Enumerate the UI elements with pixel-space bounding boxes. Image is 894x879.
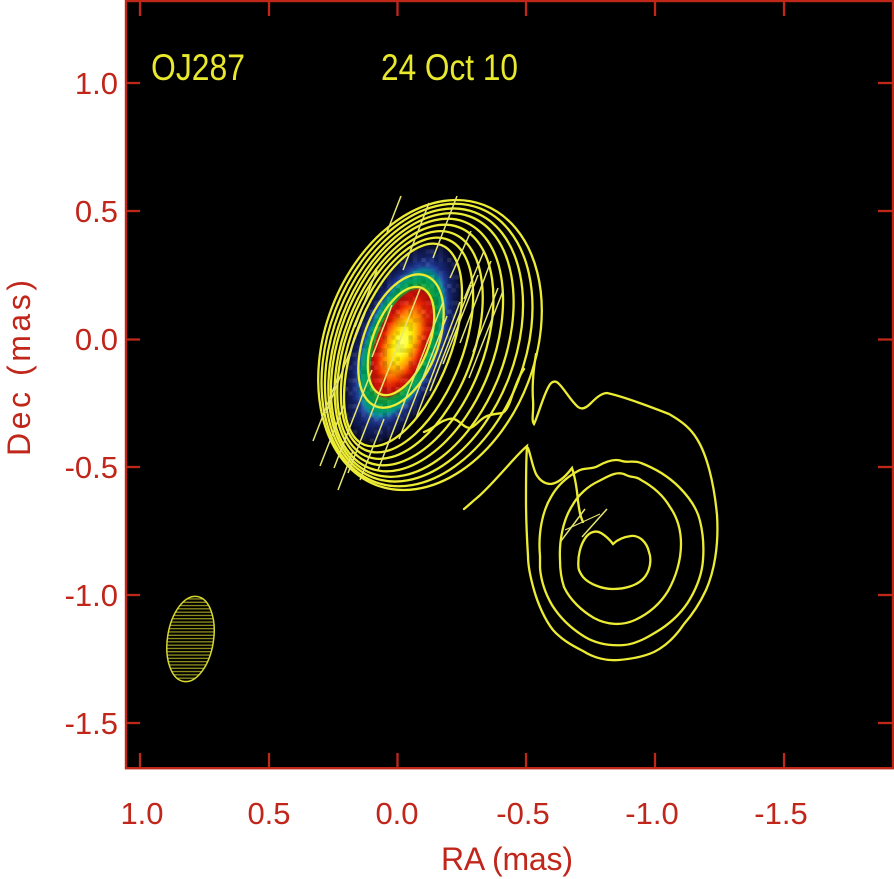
svg-text:-0.5: -0.5 <box>65 450 118 485</box>
svg-text:0.0: 0.0 <box>75 322 118 357</box>
svg-text:-1.0: -1.0 <box>65 578 118 613</box>
svg-text:1.0: 1.0 <box>120 796 163 831</box>
svg-text:-1.0: -1.0 <box>625 796 678 831</box>
svg-text:0.5: 0.5 <box>247 796 290 831</box>
svg-text:Dec (mas): Dec (mas) <box>1 280 37 456</box>
svg-text:-0.5: -0.5 <box>496 796 549 831</box>
svg-text:0.5: 0.5 <box>75 194 118 229</box>
svg-text:OJ287: OJ287 <box>151 47 245 88</box>
svg-text:-1.5: -1.5 <box>754 796 807 831</box>
svg-text:24 Oct 10: 24 Oct 10 <box>381 47 518 88</box>
svg-text:1.0: 1.0 <box>75 66 118 101</box>
svg-text:RA (mas): RA (mas) <box>441 841 573 877</box>
svg-text:0.0: 0.0 <box>375 796 418 831</box>
svg-text:-1.5: -1.5 <box>65 706 118 741</box>
